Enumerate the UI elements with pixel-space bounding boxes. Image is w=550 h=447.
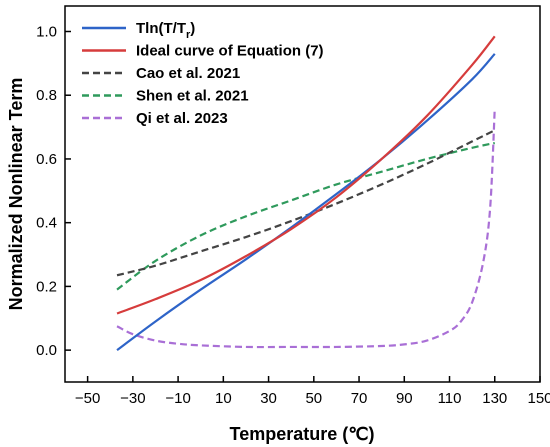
x-tick-label: 10 [215, 390, 232, 407]
x-tick-label: 30 [260, 390, 277, 407]
series-line-1 [116, 53, 496, 352]
x-tick-label: 50 [305, 390, 322, 407]
x-tick-label: 130 [482, 390, 507, 407]
x-tick-label: −10 [165, 390, 190, 407]
series-line-2 [116, 35, 496, 315]
x-tick-label: 150 [527, 390, 550, 407]
y-tick-label: 1.0 [36, 23, 57, 40]
x-tick-label: −50 [75, 390, 100, 407]
x-tick-label: 70 [351, 390, 368, 407]
x-tick-label: 110 [438, 390, 462, 407]
legend-label: Cao et al. 2021 [136, 65, 240, 82]
y-tick-label: 0.6 [36, 151, 57, 168]
axis-ticks: −50 −30 −10 10 30 50 70 90 110 130 150 0.0 0.2 0.4 0.6… [36, 23, 550, 407]
legend: Tln(T/Tr) Ideal curve of Equation (7) Cao … [82, 20, 324, 127]
series-line-5 [116, 107, 496, 349]
y-axis-title: Normalized Nonlinear Term [6, 78, 26, 311]
y-tick-label: 0.8 [36, 87, 57, 104]
legend-label: Ideal curve of Equation (7) [136, 43, 324, 60]
legend-label: Shen et al. 2021 [136, 88, 249, 105]
x-axis-title: Temperature (℃) [230, 424, 375, 444]
y-tick-label: 0.0 [36, 342, 57, 359]
y-tick-label: 0.4 [36, 215, 57, 232]
legend-label: Tln(T/Tr) [136, 20, 195, 41]
series-layer [116, 35, 496, 352]
x-tick-label: −30 [120, 390, 145, 407]
series-line-3 [116, 129, 496, 277]
legend-label: Qi et al. 2023 [136, 110, 228, 127]
plot-frame [64, 5, 541, 383]
x-tick-label: 90 [396, 390, 413, 407]
y-tick-label: 0.2 [36, 278, 57, 295]
